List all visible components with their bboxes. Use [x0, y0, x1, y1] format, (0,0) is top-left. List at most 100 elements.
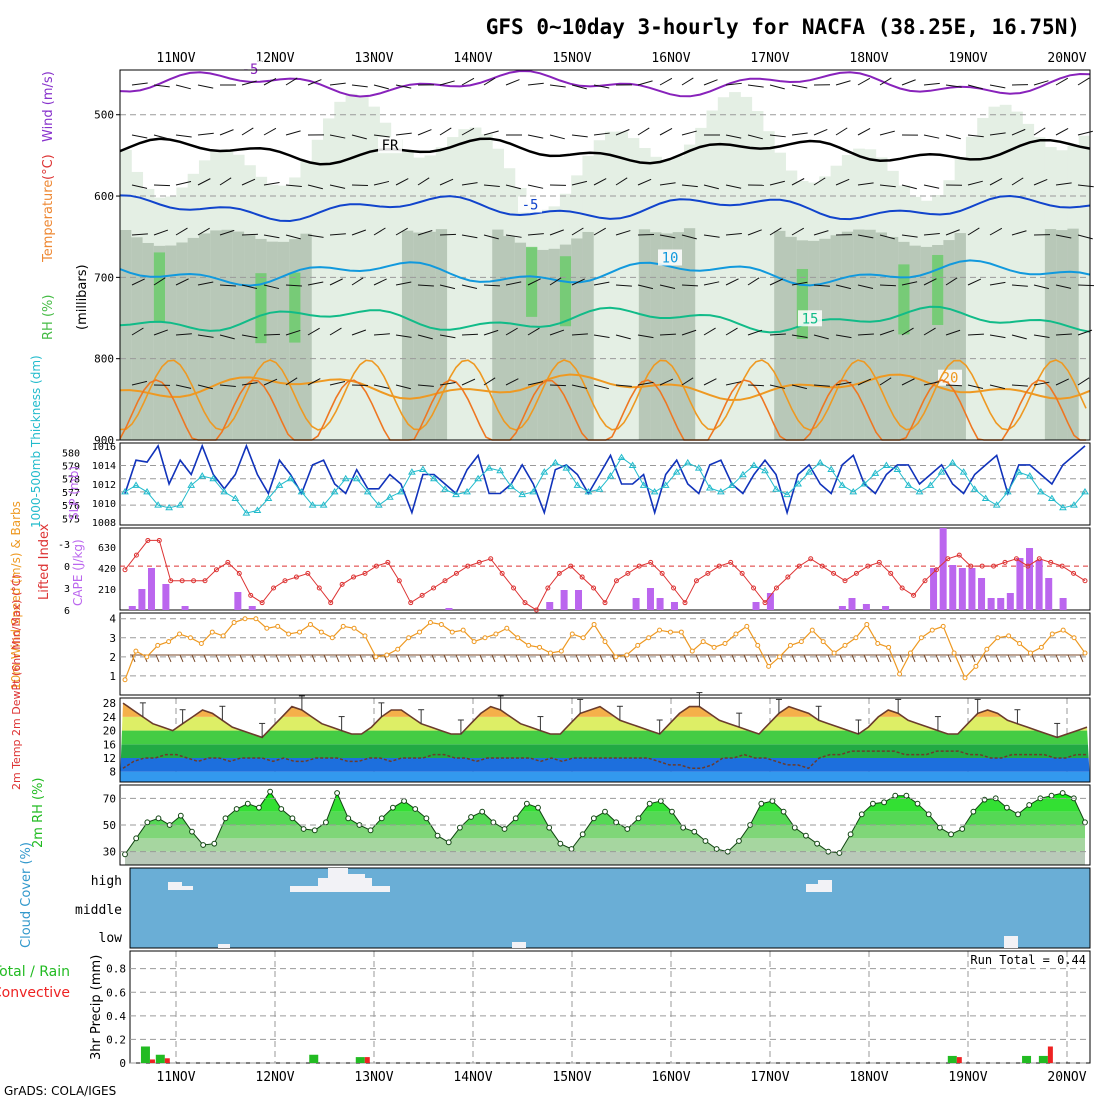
wind-barb [467, 654, 472, 663]
temp-tick-label: 16 [103, 738, 116, 751]
wind-barb [791, 384, 808, 390]
wind-barb [197, 281, 214, 286]
wind-barb [971, 654, 976, 663]
slp-tick-label: 1008 [92, 518, 116, 529]
wind-speed-marker [929, 627, 935, 633]
date-label-top: 20NOV [1047, 51, 1086, 66]
wind-barb [747, 329, 763, 336]
wind-barb [815, 654, 820, 663]
wind-barb [307, 234, 324, 238]
li-marker [751, 585, 757, 591]
wind-barb [197, 132, 214, 136]
rh-marker [702, 838, 709, 844]
wind-barb [549, 84, 566, 88]
wind-barb [863, 654, 868, 663]
rh-band-mid [401, 230, 414, 440]
rh-band-light [1011, 111, 1023, 441]
li-marker [1002, 559, 1008, 565]
rh-marker [1059, 790, 1066, 796]
wind-barb [593, 132, 610, 136]
wind-speed-marker [591, 621, 597, 627]
legend-rh: RH (%) [41, 295, 56, 340]
wind-barb [131, 327, 144, 336]
rh-band-mid [131, 237, 144, 440]
wind-barb [911, 654, 916, 663]
cape-bar [1059, 598, 1067, 610]
wind-barb [835, 284, 852, 290]
wind-barb [239, 654, 244, 663]
thickness-marker [121, 487, 129, 495]
thickness-tick-label: 576 [62, 501, 80, 512]
rh-band-mid [142, 242, 155, 440]
rh-band-mid [221, 229, 234, 440]
wind-barb [1077, 284, 1094, 287]
li-marker [1013, 556, 1019, 562]
wind-barb [1011, 230, 1027, 236]
li-marker [191, 578, 197, 584]
rh-band-light [458, 129, 471, 440]
wind-barb [1011, 128, 1026, 136]
li-marker [522, 600, 528, 606]
cape-bar [147, 568, 155, 610]
rh-marker [311, 827, 318, 834]
wind-barb [857, 284, 874, 289]
wind-barb [373, 180, 390, 186]
wind-speed-marker [886, 644, 892, 650]
wind-barb [857, 77, 871, 86]
wind-barb [769, 278, 784, 286]
wind-barb [549, 329, 565, 336]
wind-barb [329, 327, 342, 336]
cape-bar [1026, 548, 1034, 610]
rh-marker [870, 800, 876, 807]
cape-li-panel: -3 0 3 6 630 420 210 [58, 527, 1091, 617]
wind-barb [241, 127, 254, 136]
wind-barb [1055, 378, 1069, 386]
li-marker [979, 563, 985, 569]
date-label-bottom: 12NOV [255, 1070, 294, 1085]
rh-band-mid [435, 229, 448, 440]
rh-band-bright [932, 254, 944, 325]
wind-barb [769, 134, 786, 138]
thickness-marker [970, 485, 979, 492]
wind-speed-marker [231, 620, 237, 626]
wind-barb [681, 284, 698, 287]
li-marker [808, 556, 814, 562]
wind-barb [923, 654, 928, 663]
wind-barb [483, 284, 500, 287]
temp-tick-label: 24 [103, 711, 117, 724]
wind-barb [835, 334, 852, 339]
wind-barb [505, 79, 520, 86]
wind-barb [131, 134, 148, 139]
date-axis-top: 11NOV 12NOV 13NOV 14NOV 15NOV 16NOV 17NOV 18NOV… [156, 51, 1086, 66]
precip-total-bar [355, 1057, 365, 1063]
isotherm-label-bg [658, 249, 682, 266]
date-label-bottom: 13NOV [354, 1070, 393, 1085]
li-marker [876, 559, 882, 565]
rh2m-ylabel: 2m RH (%) [31, 777, 46, 848]
wind-speed-marker [329, 635, 335, 641]
wind-barb [395, 281, 412, 286]
wind-barb [659, 378, 674, 386]
cloud-tick-label: low [99, 931, 123, 946]
wind-barb [1033, 334, 1050, 339]
li-marker [636, 563, 642, 569]
wind-barb [131, 82, 148, 86]
wind-barb [813, 177, 826, 186]
rh-marker [925, 811, 932, 818]
wind-barb [875, 654, 880, 663]
cape-frame [119, 527, 1091, 611]
wind-barb [593, 178, 607, 186]
thickness-marker [849, 487, 858, 495]
wind-barb [219, 284, 236, 287]
wind-speed-marker [897, 671, 903, 677]
wind-speed-marker [951, 650, 957, 656]
wind-barb [923, 381, 940, 386]
rh-marker [959, 826, 966, 832]
li-marker [591, 585, 597, 591]
precip-total-bar [155, 1054, 165, 1063]
wind-barb [407, 654, 412, 663]
rh-marker [825, 848, 832, 855]
wind-speed-marker [777, 654, 783, 660]
date-label-bottom: 18NOV [849, 1070, 888, 1085]
rh-marker [222, 815, 229, 822]
